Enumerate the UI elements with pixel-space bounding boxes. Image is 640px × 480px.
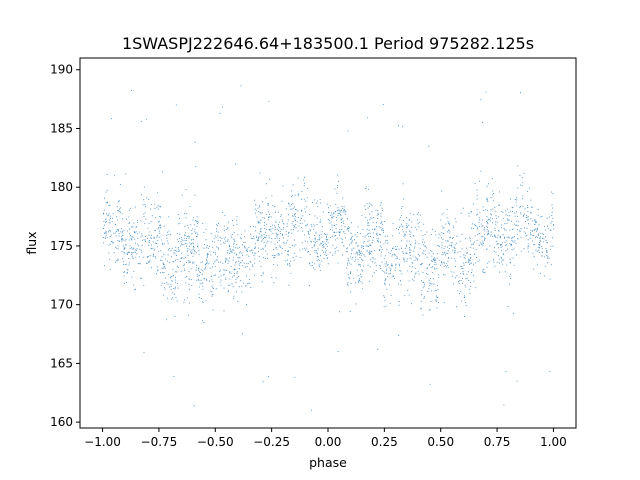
x-tick-label: 0.00 xyxy=(315,435,342,449)
x-axis: −1.00 −0.75 −0.50 −0.25 0.00 0.25 0.50 0.75 1.00 xyxy=(84,428,567,449)
x-tick-label: 1.00 xyxy=(540,435,567,449)
y-axis-label: flux xyxy=(24,231,39,254)
y-tick-label: 160 xyxy=(50,415,73,429)
chart-title: 1SWASPJ222646.64+183500.1 Period 975282.… xyxy=(122,34,534,53)
x-tick-label: −1.00 xyxy=(84,435,121,449)
y-tick-label: 180 xyxy=(50,180,73,194)
x-axis-label: phase xyxy=(309,455,347,470)
y-tick-label: 165 xyxy=(50,356,73,370)
x-tick-label: 0.50 xyxy=(427,435,454,449)
y-tick-label: 175 xyxy=(50,239,73,253)
x-tick-label: −0.75 xyxy=(141,435,178,449)
x-tick-label: 0.75 xyxy=(484,435,511,449)
y-tick-label: 190 xyxy=(50,63,73,77)
y-tick-label: 185 xyxy=(50,121,73,135)
x-tick-label: −0.25 xyxy=(253,435,290,449)
x-tick-label: −0.50 xyxy=(197,435,234,449)
x-tick-label: 0.25 xyxy=(371,435,398,449)
y-tick-label: 170 xyxy=(50,298,73,312)
y-axis: 160 165 170 175 180 185 190 xyxy=(50,63,80,429)
